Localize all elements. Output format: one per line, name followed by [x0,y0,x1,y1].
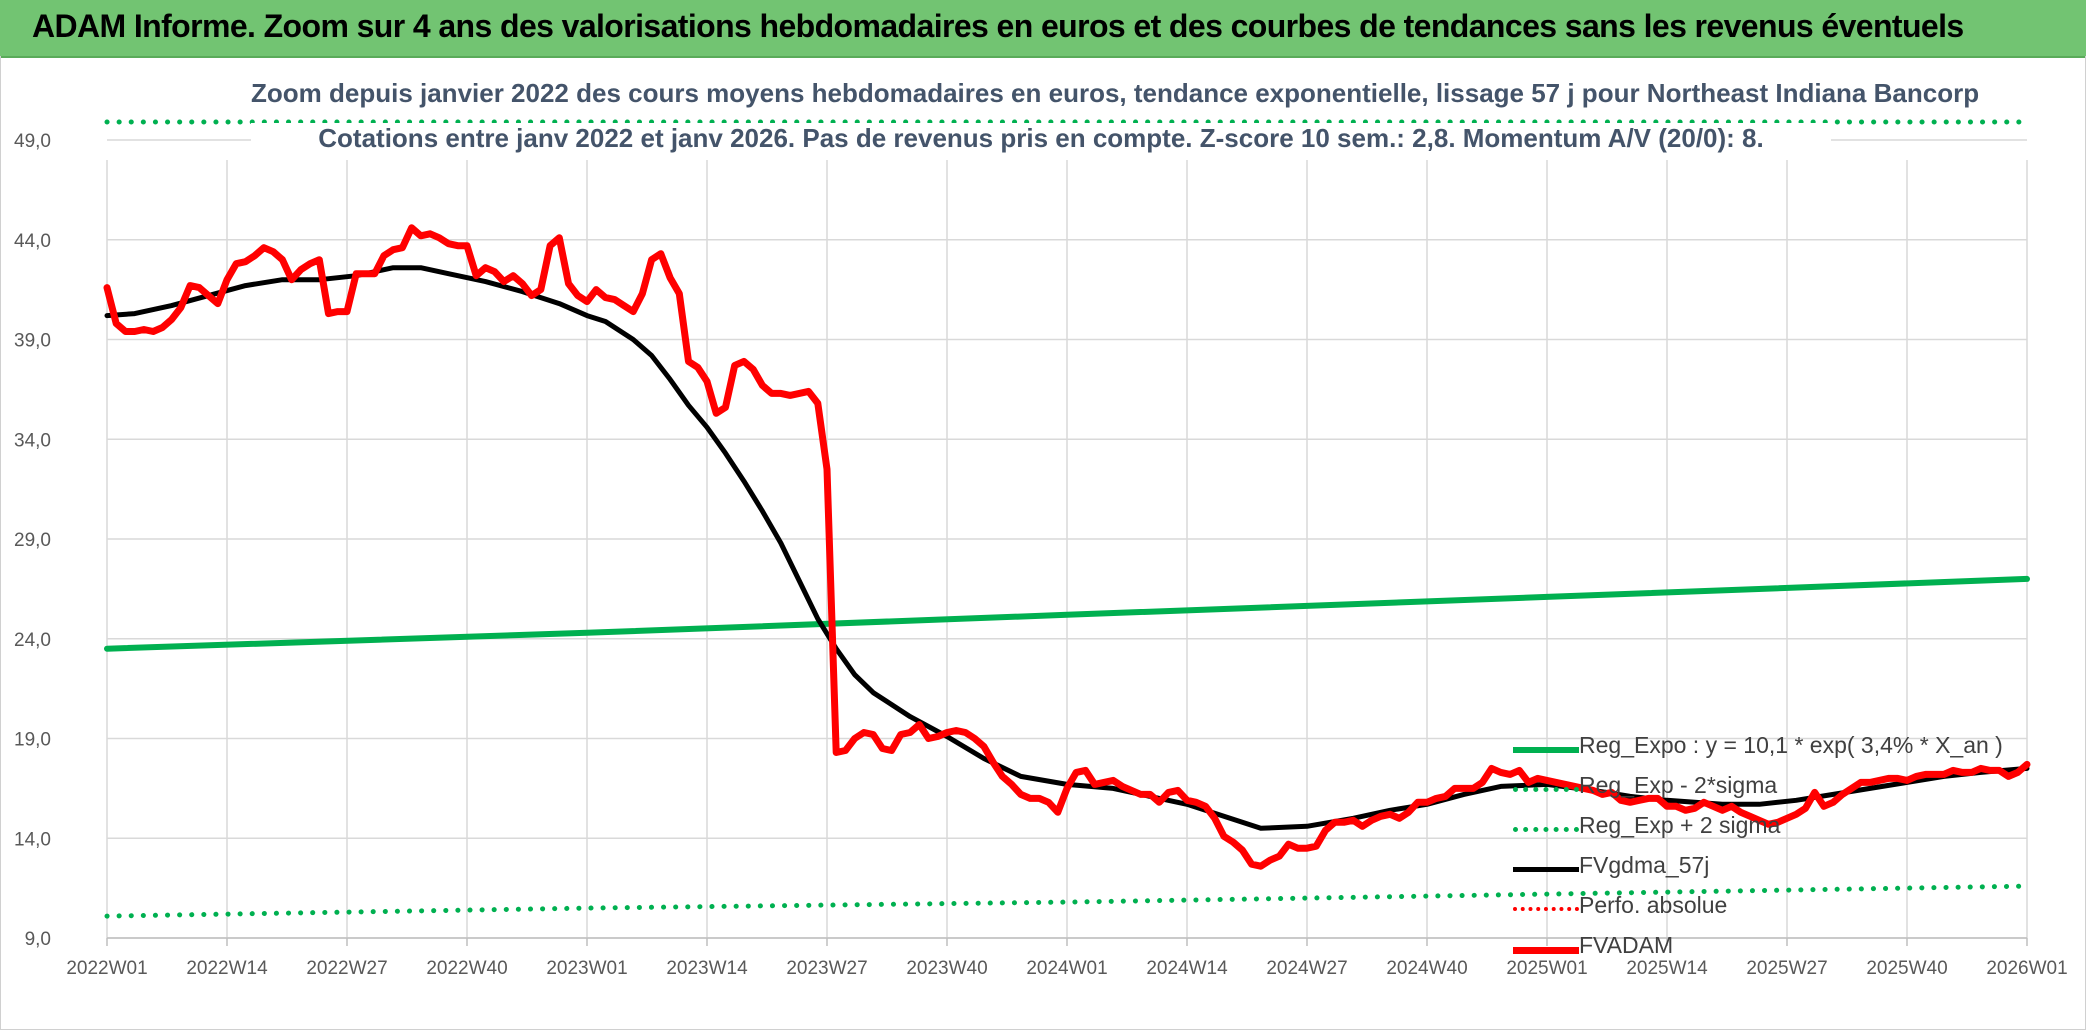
report-banner: ADAM Informe. Zoom sur 4 ans des valoris… [0,0,2086,58]
x-tick-label: 2023W27 [786,958,867,979]
x-tick-label: 2022W40 [426,958,507,979]
x-tick-label: 2025W27 [1746,958,1827,979]
x-tick-label: 2025W01 [1506,958,1587,979]
x-tick-label: 2023W14 [666,958,748,979]
x-tick-label: 2023W01 [546,958,627,979]
legend-item-perfo: Perfo. absolue [1509,888,2009,928]
legend-swatch [1513,907,1579,911]
legend-swatch [1513,827,1579,832]
y-tick-label: 44,0 [14,231,51,252]
x-tick-label: 2022W27 [306,958,387,979]
y-tick-label: 34,0 [14,430,51,451]
x-tick-label: 2024W14 [1146,958,1228,979]
legend-label: FVADAM [1579,932,1674,958]
y-tick-label: 24,0 [14,630,51,651]
y-axis-ticks: 9,0 14,0 19,0 24,0 29,0 34,0 39,0 44,0 49,0 [14,131,51,950]
legend-swatch [1513,747,1579,753]
series-line-fvadam [103,224,2031,870]
chart-legend: Reg_Expo : y = 10,1 * exp( 3,4% * X_an )… [1509,728,2009,968]
chart-area: 9,0 14,0 19,0 24,0 29,0 34,0 39,0 44,0 49,0 2022… [0,56,2086,1030]
x-tick-label: 2022W14 [186,958,268,979]
y-tick-label: 19,0 [14,730,51,751]
legend-swatch [1513,867,1579,872]
y-tick-label: 49,0 [14,131,51,152]
legend-item-fvgdma: FVgdma_57j [1509,848,2009,888]
x-axis-ticks: 2022W01 2022W14 2022W27 2022W40 2023W01 2023W… [66,958,2067,979]
x-tick-label: 2026W01 [1986,958,2067,979]
report-title: ADAM Informe. Zoom sur 4 ans des valoris… [32,8,1964,44]
x-tick-label: 2024W40 [1386,958,1467,979]
legend-label: FVgdma_57j [1579,852,1710,878]
x-tick-label: 2025W40 [1866,958,1947,979]
legend-item-reg-expo: Reg_Expo : y = 10,1 * exp( 3,4% * X_an ) [1509,728,2009,768]
y-tick-label: 14,0 [14,829,51,850]
x-tick-label: 2022W01 [66,958,147,979]
line-chart: 9,0 14,0 19,0 24,0 29,0 34,0 39,0 44,0 49,0 2022… [14,119,2068,979]
legend-label: Reg_Exp - 2*sigma [1579,772,1778,798]
y-tick-label: 29,0 [14,530,51,551]
legend-label: Perfo. absolue [1579,892,1728,918]
y-tick-label: 9,0 [25,929,51,950]
series-line-reg-expo-y-10-1-exp-3-4-x-an [104,575,2030,652]
x-tick-label: 2024W01 [1026,958,1107,979]
chart-title: Zoom depuis janvier 2022 des cours moyen… [251,78,1980,109]
series-lines [103,119,2031,919]
x-tick-label: 2023W40 [906,958,987,979]
legend-swatch [1513,787,1579,792]
legend-label: Reg_Exp + 2 sigma [1579,812,1781,838]
legend-label: Reg_Expo : y = 10,1 * exp( 3,4% * X_an ) [1579,732,2003,758]
legend-swatch [1513,947,1579,954]
legend-item-fvadam: FVADAM [1509,928,2009,968]
y-tick-label: 39,0 [14,331,51,352]
x-tick-label: 2025W14 [1626,958,1708,979]
legend-item-reg-exp-minus: Reg_Exp - 2*sigma [1509,768,2009,808]
x-tick-label: 2024W27 [1266,958,1347,979]
chart-subtitle: Cotations entre janv 2022 et janv 2026. … [251,123,1831,154]
legend-item-reg-exp-plus: Reg_Exp + 2 sigma [1509,808,2009,848]
